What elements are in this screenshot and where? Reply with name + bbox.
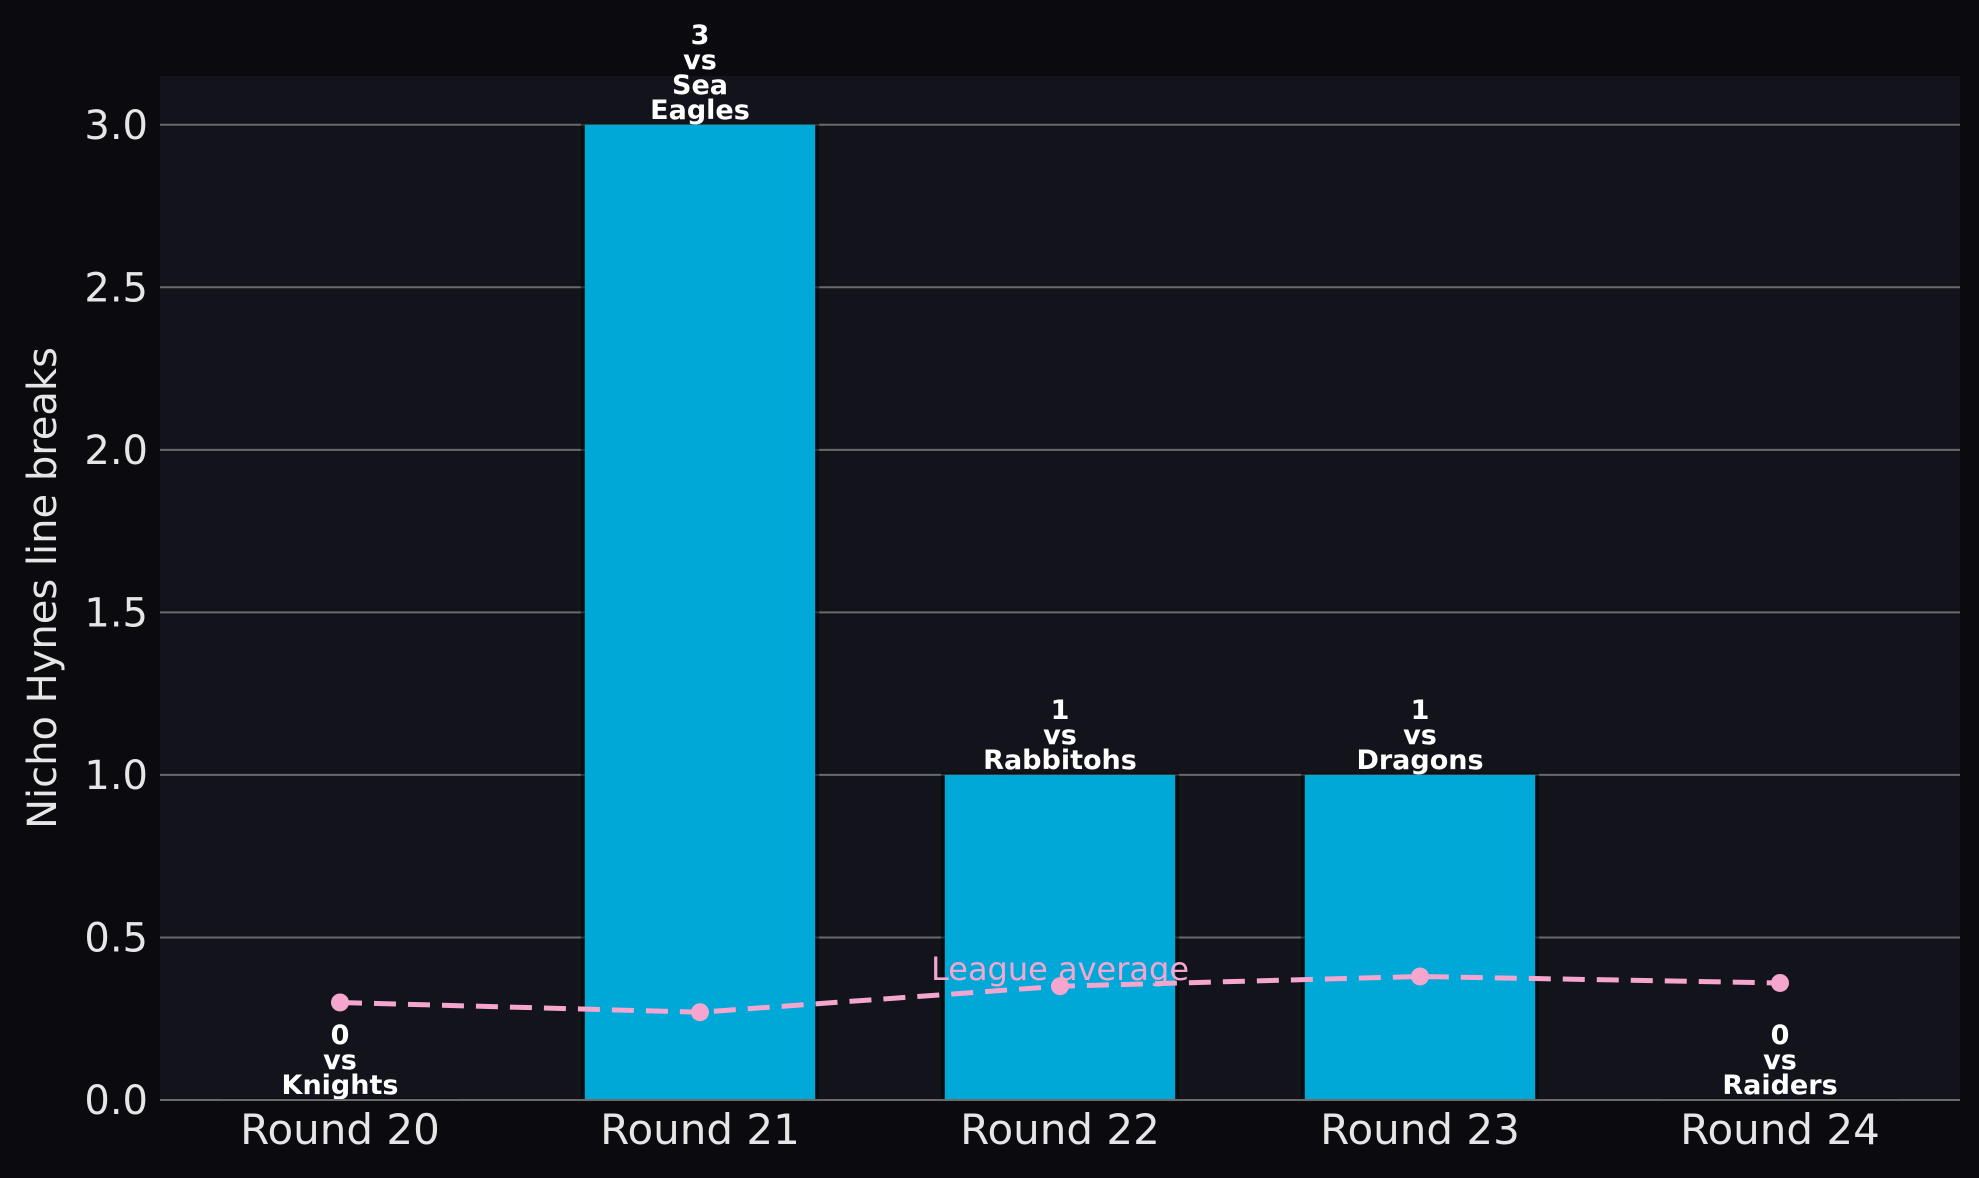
y-tick-label: 1.0 — [84, 753, 148, 799]
y-tick-label: 0.0 — [84, 1078, 148, 1124]
bar-data-label: vs — [1403, 720, 1437, 751]
bar-data-label: 3 — [691, 20, 710, 51]
bar-data-label: 1 — [1051, 695, 1070, 726]
bar-labels: 0vsKnights3vsSeaEagles1vsRabbitohs1vsDra… — [282, 20, 1838, 1101]
bar-data-label: Raiders — [1722, 1070, 1837, 1101]
league-average-label: League average — [931, 950, 1189, 988]
y-tick-label: 2.0 — [84, 428, 148, 474]
bar-data-label: 0 — [331, 1020, 350, 1051]
x-tick-label: Round 21 — [600, 1105, 800, 1154]
y-tick-label: 3.0 — [84, 103, 148, 149]
bars — [220, 122, 1900, 1100]
league-average-series: League average — [331, 950, 1789, 1022]
y-tick-label: 1.5 — [84, 590, 148, 636]
x-tick-label: Round 23 — [1320, 1105, 1520, 1154]
league-average-point — [1771, 973, 1789, 992]
bar-data-label: vs — [1763, 1045, 1797, 1076]
bar-data-label: Rabbitohs — [983, 745, 1137, 776]
y-axis-label: Nicho Hynes line breaks — [20, 347, 66, 829]
x-tick-label: Round 22 — [960, 1105, 1160, 1154]
bar-data-label: Sea — [672, 70, 728, 101]
league-average-point — [691, 1003, 709, 1022]
bar-data-label: vs — [1043, 720, 1077, 751]
bar — [584, 124, 816, 1100]
bar-data-label: vs — [683, 45, 717, 76]
axes: 0.0 0.5 1.0 1.5 2.0 2.5 3.0 Round 20 Round 21 Rou… — [84, 103, 1960, 1154]
bar-data-label: 1 — [1411, 695, 1430, 726]
bar-data-label: Eagles — [650, 95, 750, 126]
league-average-point — [331, 993, 349, 1012]
league-average-point — [1411, 967, 1429, 986]
x-tick-label: Round 20 — [240, 1105, 440, 1154]
y-tick-label: 0.5 — [84, 915, 148, 961]
league-average-point — [1051, 977, 1069, 996]
x-tick-label: Round 24 — [1680, 1105, 1880, 1154]
bar-data-label: Knights — [282, 1070, 399, 1101]
bar-data-label: 0 — [1771, 1020, 1790, 1051]
bar — [1304, 774, 1536, 1100]
bar-data-label: vs — [323, 1045, 357, 1076]
bar — [944, 774, 1176, 1100]
bar-data-label: Dragons — [1356, 745, 1483, 776]
y-tick-label: 2.5 — [84, 265, 148, 311]
